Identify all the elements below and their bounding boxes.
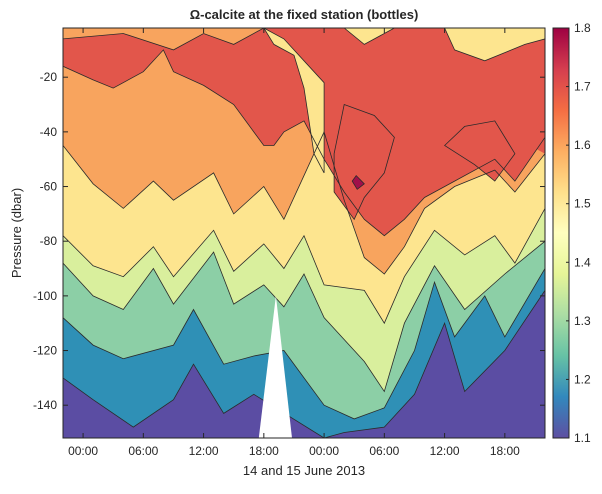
contour-line-closed xyxy=(343,28,395,45)
y-tick-label: -20 xyxy=(40,70,58,84)
colorbar-tick-label: 1.3 xyxy=(574,314,591,328)
contour-line-1-5 xyxy=(63,208,545,325)
contour-fill-layer xyxy=(63,28,545,438)
contour-line-1-4 xyxy=(63,240,545,393)
band-1-45-surface-mid xyxy=(344,28,395,45)
colorbar: 1.1 1.2 1.3 1.4 1.5 1.6 1.7 1.8 xyxy=(552,21,591,445)
plot-overlay-layer xyxy=(258,295,292,438)
x-tick-label: 12:00 xyxy=(430,444,460,458)
band-1-45-midnight-tongue xyxy=(263,28,325,173)
x-tick-label: 00:00 xyxy=(309,444,339,458)
y-tick-label: -60 xyxy=(40,180,58,194)
x-tick-label: 12:00 xyxy=(189,444,219,458)
colorbar-tick-label: 1.1 xyxy=(574,431,591,445)
band-1-45-surface-east xyxy=(444,28,545,61)
y-tick-label: -80 xyxy=(40,234,58,248)
contour-line-closed xyxy=(263,28,325,174)
x-tick-label: 18:00 xyxy=(490,444,520,458)
colorbar-gradient xyxy=(552,27,570,439)
band-1-65-core-day2b xyxy=(444,120,515,182)
colorbar-tick-label: 1.7 xyxy=(574,80,591,94)
contour-line-1-7 xyxy=(63,49,545,237)
colorbar-tick-label: 1.2 xyxy=(574,372,591,386)
y-tick-label: -140 xyxy=(33,398,57,412)
chart-title: Ω-calcite at the fixed station (bottles) xyxy=(190,7,419,22)
plot-frame xyxy=(62,27,546,439)
contour-line-closed xyxy=(333,103,395,221)
x-axis: 00:00 06:00 12:00 18:00 00:00 06:00 12:00 18:00 xyxy=(68,28,520,458)
contour-line-closed xyxy=(351,174,365,190)
contour-line-closed xyxy=(443,120,516,182)
colorbar-tick-label: 1.6 xyxy=(574,138,591,152)
contour-line-1-2 xyxy=(63,290,545,438)
y-tick-label: -100 xyxy=(33,289,57,303)
y-tick-label: -120 xyxy=(33,344,57,358)
contour-line-closed xyxy=(63,28,264,51)
band-1-65 xyxy=(63,28,545,236)
colorbar-tick-label: 1.5 xyxy=(574,197,591,211)
colorbar-tick-label: 1.4 xyxy=(574,255,591,269)
band-1-55-surface-west xyxy=(63,28,264,50)
x-tick-label: 06:00 xyxy=(128,444,158,458)
y-axis: -20 -40 -60 -80 -100 -120 -140 xyxy=(33,70,545,412)
contour-line-closed xyxy=(444,28,545,62)
x-tick-label: 00:00 xyxy=(68,444,98,458)
band-1-65-core-day2 xyxy=(334,104,395,220)
contour-line-layer xyxy=(63,28,545,438)
y-tick-label: -40 xyxy=(40,125,58,139)
colorbar-tick-label: 1.8 xyxy=(574,21,591,35)
contour-line-1-3 xyxy=(63,268,545,420)
no-data-gap xyxy=(258,295,292,438)
x-tick-label: 18:00 xyxy=(249,444,279,458)
x-tick-label: 06:00 xyxy=(369,444,399,458)
x-axis-label: 14 and 15 June 2013 xyxy=(243,463,365,478)
y-axis-label: Pressure (dbar) xyxy=(9,188,24,278)
band-1-65-core-edge xyxy=(524,120,545,154)
